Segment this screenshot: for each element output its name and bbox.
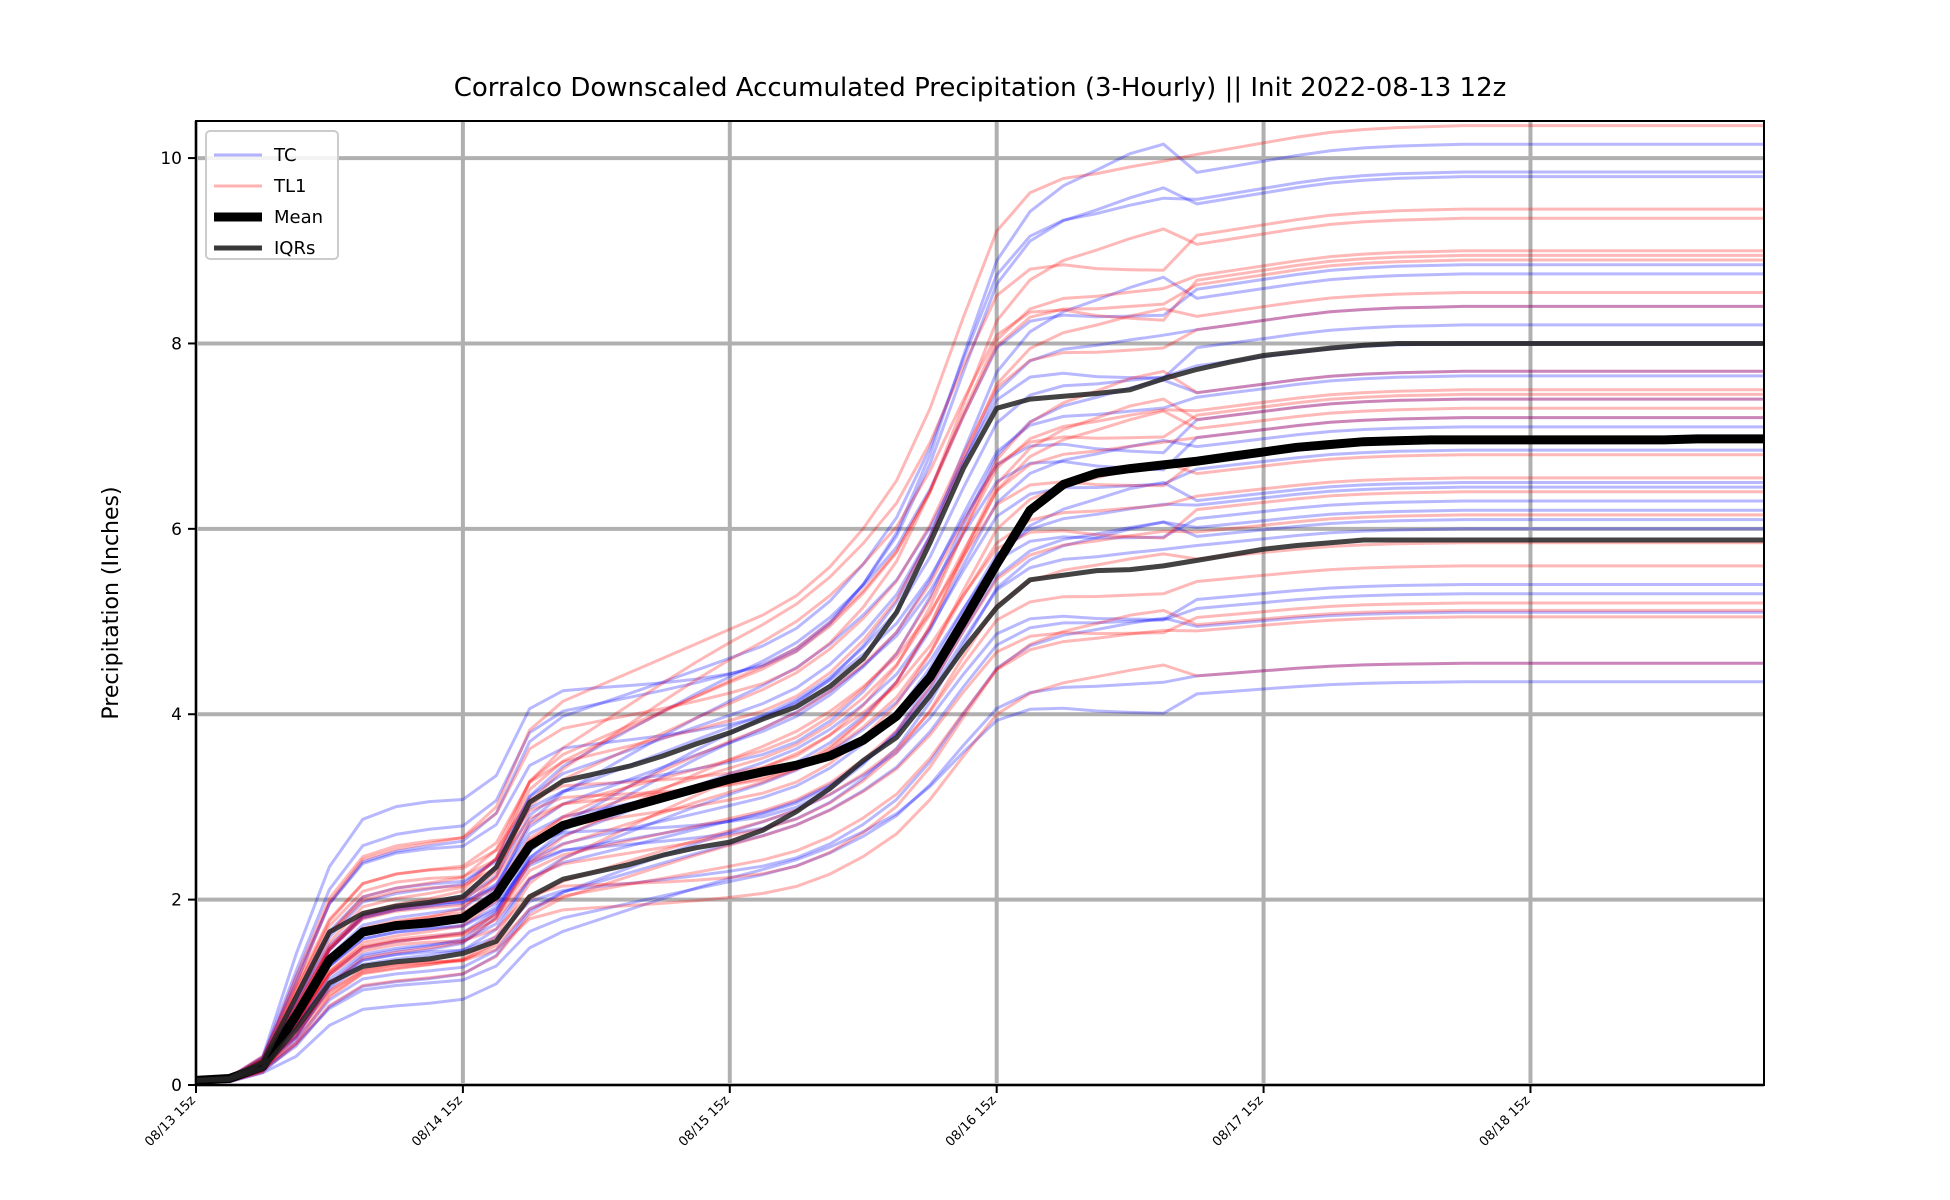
legend-label: Mean <box>274 207 323 228</box>
tl1-member-line <box>195 453 1764 1084</box>
tl1-member-line <box>195 291 1764 1083</box>
legend-label: TC <box>273 145 297 166</box>
tl1-member-line <box>195 397 1764 1084</box>
y-tick-label: 6 <box>171 520 182 540</box>
mean-line <box>195 434 1764 1085</box>
tl1-member-line <box>195 253 1764 1083</box>
tc-member-line <box>195 448 1764 1084</box>
tc-member-line <box>195 175 1764 1082</box>
tl1-member-line <box>195 601 1764 1085</box>
tc-member-line <box>195 304 1764 1083</box>
x-tick-label: 08/15 15z <box>676 1093 733 1150</box>
tc-member-line <box>195 369 1764 1083</box>
tc-member-line <box>195 374 1764 1083</box>
tl1-member-line <box>195 608 1764 1085</box>
tc-member-line <box>195 142 1764 1082</box>
tl1-member-line <box>195 615 1764 1085</box>
tl1-member-line <box>195 416 1764 1084</box>
statistics-lines <box>195 341 1764 1085</box>
tc-member-line <box>195 416 1764 1084</box>
x-tick-label: 08/14 15z <box>409 1093 466 1150</box>
legend: TC TL1 Mean IQRs <box>205 130 339 260</box>
tc-member-line <box>195 272 1764 1083</box>
tl1-member-line <box>195 124 1764 1082</box>
tc-member-line <box>195 170 1764 1082</box>
tl1-member-line <box>195 249 1764 1083</box>
tc-member-line <box>195 661 1764 1085</box>
y-axis: 0 2 4 6 8 10 <box>160 149 196 1096</box>
x-tick-label: 08/18 15z <box>1477 1093 1534 1150</box>
ensemble-members <box>195 124 1764 1085</box>
tl1-member-line <box>195 392 1764 1083</box>
legend-label: IQRs <box>274 238 315 259</box>
y-tick-label: 2 <box>171 891 182 911</box>
tl1-member-line <box>195 216 1764 1083</box>
tl1-member-line <box>195 207 1764 1083</box>
tc-member-line <box>195 485 1764 1084</box>
x-tick-label: 08/17 15z <box>1210 1093 1267 1150</box>
tl1-member-line <box>195 258 1764 1083</box>
y-tick-label: 0 <box>171 1076 182 1096</box>
y-tick-label: 8 <box>171 334 182 354</box>
tl1-member-line <box>195 369 1764 1083</box>
legend-label: TL1 <box>273 176 306 197</box>
tc-member-line <box>195 610 1764 1085</box>
tl1-member-line <box>195 564 1764 1084</box>
legend-box <box>205 130 339 260</box>
tl1-member-line <box>195 490 1764 1084</box>
iqr-line-1 <box>195 341 1764 1083</box>
tl1-member-line <box>195 406 1764 1084</box>
y-axis-label: Precipitation (Inches) <box>99 486 124 719</box>
tl1-member-line <box>195 513 1764 1084</box>
x-tick-label: 08/13 15z <box>142 1093 199 1150</box>
y-tick-label: 4 <box>171 705 182 725</box>
tc-member-line <box>195 527 1764 1084</box>
tc-member-line <box>195 592 1764 1084</box>
tc-member-line <box>195 680 1764 1085</box>
tl1-member-line <box>195 661 1764 1085</box>
x-axis: 08/13 15z 08/14 15z 08/15 15z 08/16 15z 08/1… <box>142 1085 1533 1150</box>
tc-member-line <box>195 508 1764 1084</box>
chart-title: Corralco Downscaled Accumulated Precipit… <box>454 73 1507 103</box>
tc-member-line <box>195 397 1764 1084</box>
tc-member-line <box>195 425 1764 1084</box>
tl1-member-line <box>195 476 1764 1084</box>
plot-frame <box>195 120 1765 1086</box>
y-tick-label: 10 <box>160 149 182 169</box>
tc-member-line <box>195 583 1764 1084</box>
iqr-line-2 <box>195 537 1764 1083</box>
x-tick-label: 08/16 15z <box>943 1093 1000 1150</box>
